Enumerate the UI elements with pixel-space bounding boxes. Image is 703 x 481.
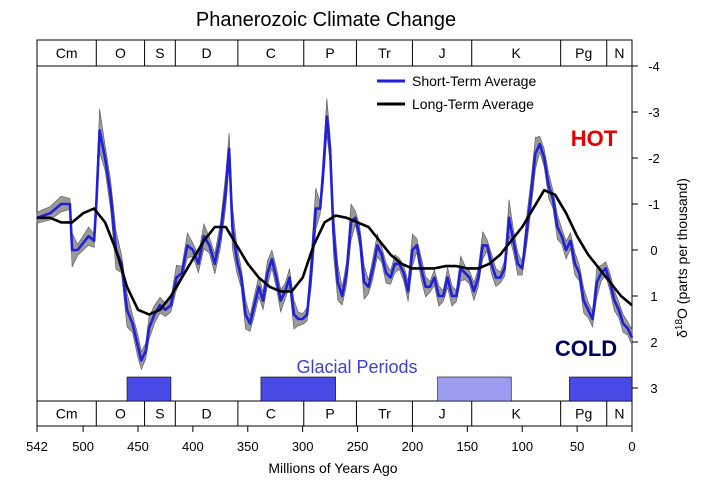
period-top-label-p: P [325,45,334,61]
series-lines [36,115,634,362]
series-line-short-term [36,115,634,362]
period-bottom-label-o: O [115,406,126,422]
period-top-label-c: C [266,45,276,61]
x-tick-label: 250 [347,439,369,454]
y-tick-label: -2 [648,151,660,166]
x-tick-label: 100 [511,439,533,454]
x-tick-label: 350 [237,439,259,454]
period-bottom-label-s: S [155,406,164,422]
glacial-period-bars [126,376,633,402]
glacial-bar-2 [260,376,336,402]
period-bottom-label-k: K [512,406,522,422]
x-axis-label: Millions of Years Ago [268,460,397,476]
y-axis-label: δ18O (parts per thousand) [674,178,690,338]
y-tick-label: 2 [650,335,657,350]
period-band-top: Cm O S D C P Tr J K Pg N [36,39,633,67]
x-tick-label: 450 [127,439,149,454]
y-axis: -4 -3 -2 -1 0 1 2 3 [632,59,660,396]
period-bottom-label-n: N [614,406,624,422]
x-tick-label: 50 [570,439,584,454]
x-tick-label: 400 [182,439,204,454]
period-bottom-label-p: P [325,406,334,422]
period-top-label-j: J [439,45,446,61]
plot-frame [36,39,633,427]
y-tick-label: 0 [650,243,657,258]
legend-label-1: Short-Term Average [412,73,536,89]
period-top-label-o: O [115,45,126,61]
x-tick-label: 200 [402,439,424,454]
glacial-bar-1 [126,376,172,402]
y-tick-label: -3 [648,105,660,120]
hot-label: HOT [571,126,618,151]
period-top-label-n: N [614,45,624,61]
chart-title: Phanerozoic Climate Change [196,9,456,31]
period-bottom-label-pg: Pg [575,406,592,422]
y-axis-label-text: O (parts per thousand) [674,178,690,319]
y-tick-label: 3 [650,381,657,396]
period-top-label-k: K [512,45,522,61]
legend-label-2: Long-Term Average [412,96,534,112]
period-top-label-cm: Cm [56,45,78,61]
period-bottom-label-d: D [202,406,212,422]
legend: Short-Term Average Long-Term Average [377,73,536,112]
y-tick-label: -1 [648,197,660,212]
period-bottom-label-cm: Cm [56,406,78,422]
cold-label: COLD [555,336,617,361]
y-axis-label-sup: 18 [674,319,685,331]
period-top-label-tr: Tr [378,45,391,61]
period-top-label-pg: Pg [575,45,592,61]
y-tick-label: -4 [648,59,660,74]
y-axis-label-delta: δ [674,330,690,338]
x-tick-label: 542 [26,439,48,454]
period-bottom-label-j: J [439,406,446,422]
x-axis: 542 500 450 400 350 300 250 200 150 100 50 0 [26,426,636,454]
x-tick-label: 500 [72,439,94,454]
period-bottom-label-tr: Tr [378,406,391,422]
period-top-label-d: D [202,45,212,61]
period-top-frame [36,39,633,67]
x-tick-label: 150 [456,439,478,454]
y-tick-label: 1 [650,289,657,304]
glacial-bar-3 [437,376,512,402]
glacial-periods-label: Glacial Periods [296,357,417,377]
glacial-bar-4 [569,376,633,402]
period-top-label-s: S [155,45,164,61]
x-tick-label: 300 [292,439,314,454]
x-tick-label: 0 [628,439,635,454]
period-bottom-label-c: C [266,406,276,422]
period-band-bottom: Cm O S D C P Tr J K Pg N [36,400,633,427]
series-line-long-term [37,188,633,316]
